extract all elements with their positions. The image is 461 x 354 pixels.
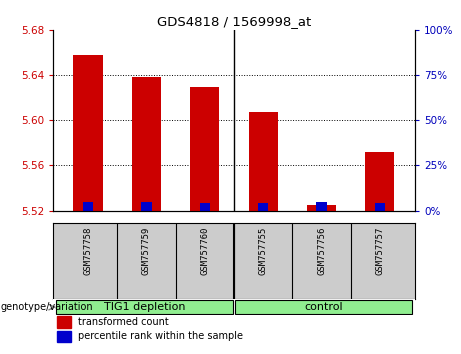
Text: GSM757757: GSM757757	[375, 227, 384, 275]
Text: GSM757760: GSM757760	[200, 227, 209, 275]
Bar	[248, 113, 278, 211]
Text: GSM757759: GSM757759	[142, 227, 151, 275]
Bar	[307, 205, 336, 211]
Bar	[57, 316, 71, 328]
Bar	[200, 203, 210, 211]
Bar	[132, 78, 161, 211]
Text: GSM757756: GSM757756	[317, 227, 326, 275]
Text: control: control	[304, 302, 343, 312]
Text: transformed count: transformed count	[78, 317, 169, 327]
Bar	[56, 300, 233, 314]
Bar	[57, 331, 71, 342]
Text: GSM757758: GSM757758	[83, 227, 93, 275]
Bar	[258, 203, 268, 211]
Text: percentile rank within the sample: percentile rank within the sample	[78, 331, 243, 341]
Bar	[235, 300, 412, 314]
Bar	[83, 202, 93, 211]
Title: GDS4818 / 1569998_at: GDS4818 / 1569998_at	[157, 15, 311, 28]
Bar	[375, 203, 385, 211]
Text: TIG1 depletion: TIG1 depletion	[104, 302, 185, 312]
Bar	[73, 55, 103, 211]
Bar	[190, 86, 219, 211]
Bar	[141, 202, 152, 211]
Text: GSM757755: GSM757755	[259, 227, 268, 275]
Text: genotype/variation: genotype/variation	[0, 302, 93, 312]
Bar	[365, 152, 395, 211]
Bar	[316, 202, 327, 211]
